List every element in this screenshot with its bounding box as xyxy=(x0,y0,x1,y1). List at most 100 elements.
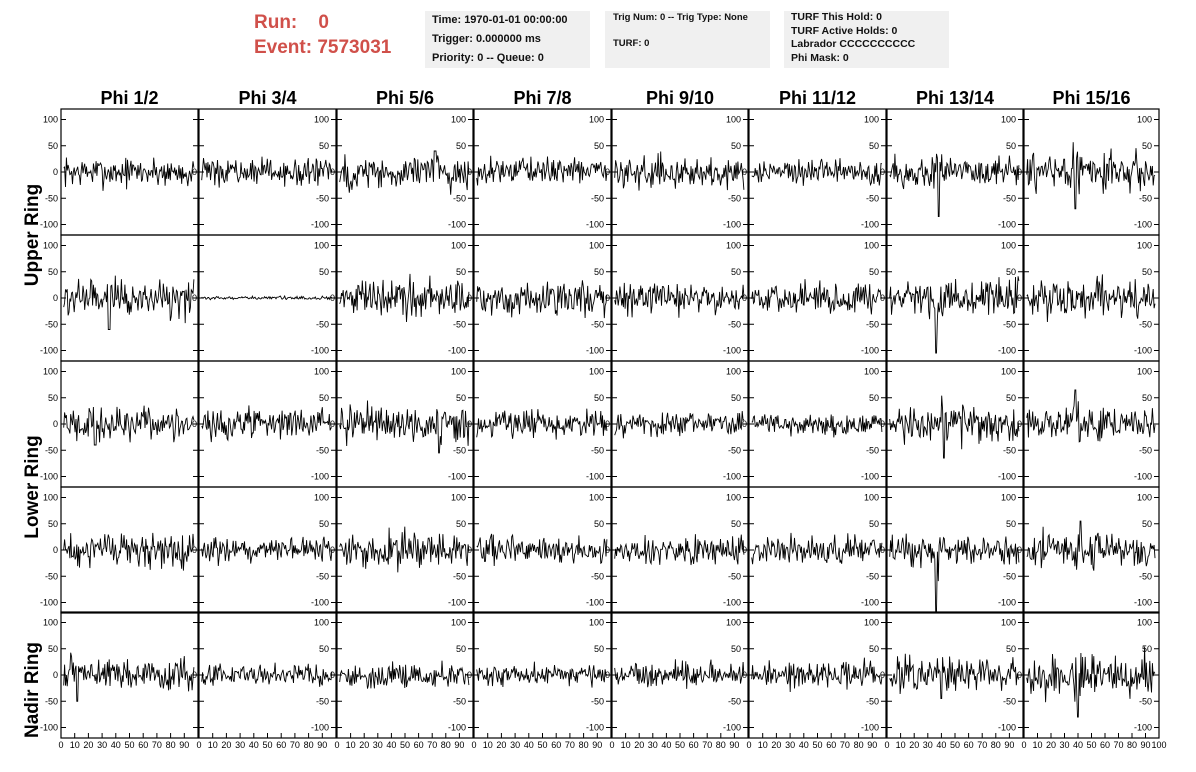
y-tick-label: -100 xyxy=(723,472,741,482)
waveform-trace xyxy=(476,661,608,688)
y-tick-label: -50 xyxy=(316,696,329,706)
x-tick-label: 70 xyxy=(702,740,712,750)
y-tick-label: 50 xyxy=(869,393,879,403)
x-tick-label: 90 xyxy=(317,740,327,750)
x-tick-label: 20 xyxy=(1046,740,1056,750)
y-tick-label: -100 xyxy=(448,723,466,733)
y-tick-label: -50 xyxy=(316,571,329,581)
waveform-trace xyxy=(889,153,1020,218)
y-tick-label: 50 xyxy=(48,141,58,151)
y-tick-label: -100 xyxy=(448,598,466,608)
y-tick-label: -50 xyxy=(1003,696,1016,706)
y-tick-label: 100 xyxy=(1137,618,1152,628)
phi-mask-line: Phi Mask: 0 xyxy=(791,51,849,64)
x-tick-label: 70 xyxy=(152,740,162,750)
waveform-trace xyxy=(889,533,1020,613)
trigger-line: Trigger: 0.000000 ms xyxy=(432,33,541,45)
y-tick-label: -100 xyxy=(40,598,58,608)
waveform-panel: -100 -50 0 50 100 xyxy=(605,234,749,362)
y-tick-label: -100 xyxy=(311,346,329,356)
y-tick-label: 100 xyxy=(864,115,879,125)
y-tick-label: 100 xyxy=(864,493,879,503)
x-tick-label: 50 xyxy=(537,740,547,750)
y-tick-label: 100 xyxy=(43,618,58,628)
y-tick-label: -50 xyxy=(45,319,58,329)
trig-line: Trig Num: 0 -- Trig Type: None xyxy=(613,12,748,23)
y-tick-label: -50 xyxy=(45,696,58,706)
y-tick-label: 50 xyxy=(1006,393,1016,403)
waveform-trace xyxy=(1026,389,1156,443)
y-tick-label: 0 xyxy=(1017,293,1022,303)
y-tick-label: 0 xyxy=(330,545,335,555)
y-tick-label: 100 xyxy=(864,241,879,251)
waveform-panel: -100 -50 0 50 100 xyxy=(1017,108,1160,236)
waveform-trace xyxy=(614,282,745,318)
waveform-panel: -100 -50 0 50 100 xyxy=(1017,360,1160,488)
waveform-panel: -100 -50 0 50 100 xyxy=(467,234,612,362)
y-tick-label: -100 xyxy=(40,346,58,356)
x-tick-label: 0 xyxy=(609,740,614,750)
y-tick-label: 0 xyxy=(742,167,747,177)
x-tick-label: 30 xyxy=(235,740,245,750)
y-tick-label: 0 xyxy=(192,670,197,680)
y-tick-label: 50 xyxy=(319,267,329,277)
y-tick-label: -100 xyxy=(861,220,879,230)
y-tick-label: 0 xyxy=(742,670,747,680)
panel-frame xyxy=(60,611,199,739)
waveform-panel: -100 -50 0 50 100 xyxy=(330,486,474,614)
waveform-panel: -100 -50 0 50 100 xyxy=(1017,234,1160,362)
y-tick-label: -50 xyxy=(316,445,329,455)
y-tick-label: -100 xyxy=(448,220,466,230)
y-tick-label: 50 xyxy=(1142,519,1152,529)
waveform-panel: -100 -50 0 50 100 xyxy=(880,486,1024,614)
y-tick-label: -50 xyxy=(453,571,466,581)
x-tick-label: 50 xyxy=(124,740,134,750)
y-tick-label: 0 xyxy=(53,670,58,680)
y-tick-label: 100 xyxy=(589,241,604,251)
x-tick-label: 30 xyxy=(648,740,658,750)
waveform-trace xyxy=(63,532,195,571)
waveform-trace xyxy=(1026,520,1156,571)
y-tick-label: -50 xyxy=(728,445,741,455)
y-tick-label: 0 xyxy=(467,293,472,303)
y-tick-label: 0 xyxy=(1017,545,1022,555)
y-tick-label: 50 xyxy=(319,393,329,403)
y-tick-label: 0 xyxy=(467,670,472,680)
y-tick-label: 50 xyxy=(1006,519,1016,529)
x-tick-label: 20 xyxy=(909,740,919,750)
event-value: 7573031 xyxy=(317,37,392,58)
waveform-panel: -100 -50 0 50 100 xyxy=(605,108,749,236)
waveform-trace xyxy=(476,533,608,567)
y-tick-label: 0 xyxy=(53,293,58,303)
column-header: Phi 7/8 xyxy=(513,88,571,108)
waveform-panel: -100 -50 0 50 100 xyxy=(192,360,337,488)
y-tick-label: 100 xyxy=(1137,493,1152,503)
y-tick-label: 50 xyxy=(48,644,58,654)
panel-frame xyxy=(60,360,199,488)
y-tick-label: -100 xyxy=(40,220,58,230)
y-tick-label: -50 xyxy=(453,319,466,329)
y-tick-label: -50 xyxy=(45,571,58,581)
y-tick-label: -100 xyxy=(448,346,466,356)
y-tick-label: -50 xyxy=(866,445,879,455)
waveform-panel: -100 -50 0 50 100 xyxy=(1017,486,1160,614)
x-tick-label: 20 xyxy=(359,740,369,750)
y-tick-label: 50 xyxy=(456,141,466,151)
y-tick-label: 100 xyxy=(726,618,741,628)
y-tick-label: 100 xyxy=(314,493,329,503)
y-tick-label: 50 xyxy=(1006,141,1016,151)
y-tick-label: 100 xyxy=(1001,115,1016,125)
row-label: Upper Ring xyxy=(22,184,43,286)
y-tick-label: 0 xyxy=(880,167,885,177)
event-header: Run: 0 Event: 7573031 Time: 1970-01-01 0… xyxy=(0,0,1196,80)
x-tick-label: 70 xyxy=(427,740,437,750)
y-tick-label: 50 xyxy=(48,267,58,277)
waveform-panel: -100 -50 0 50 100 xyxy=(330,360,474,488)
y-tick-label: -100 xyxy=(311,220,329,230)
x-tick-label: 90 xyxy=(454,740,464,750)
waveform-trace xyxy=(63,275,195,330)
y-tick-label: 50 xyxy=(1006,644,1016,654)
y-tick-label: 100 xyxy=(864,367,879,377)
